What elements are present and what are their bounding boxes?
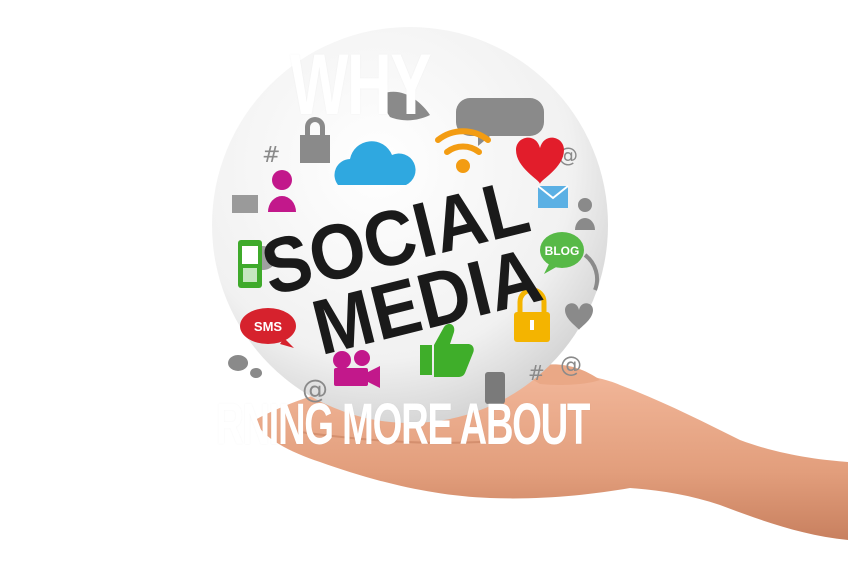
- person-grey-body: [575, 218, 595, 230]
- wifi-grey-icon: [583, 253, 600, 291]
- blog-bubble: BLOG: [540, 232, 584, 274]
- mobile-phone-icon: [238, 240, 262, 288]
- video-camera-icon: [333, 350, 380, 388]
- phone-grey-icon: [485, 372, 505, 404]
- heart-icon: [516, 137, 564, 184]
- at-sign-icon: @: [302, 375, 328, 405]
- cloud-icon: [334, 141, 416, 185]
- sms-label: SMS: [254, 319, 283, 334]
- dots-icon: [228, 355, 263, 378]
- wifi-icon: [435, 128, 491, 173]
- heart-grey-icon: [565, 303, 593, 330]
- lock-icon: [300, 117, 330, 163]
- hand-finger-crease: [299, 431, 481, 444]
- overlay-headline-bottom: RNING MORE ABOUT: [216, 392, 590, 457]
- overlay-headline-top: WHY: [290, 37, 432, 133]
- envelope-icon: [537, 185, 569, 208]
- sms-bubble: SMS: [240, 308, 296, 348]
- person-icon: [268, 170, 296, 212]
- blog-label: BLOG: [545, 244, 580, 258]
- thumbs-up-icon: [420, 323, 474, 377]
- bird-icon: [380, 91, 430, 121]
- hashtag-icon-2: #: [528, 361, 545, 385]
- envelope-grey-icon: [232, 195, 258, 213]
- person-grey-icon: [578, 198, 592, 212]
- at-sign-icon-2: @: [560, 353, 582, 378]
- lock-yellow-icon: [514, 287, 550, 342]
- hashtag-icon: #: [262, 143, 280, 168]
